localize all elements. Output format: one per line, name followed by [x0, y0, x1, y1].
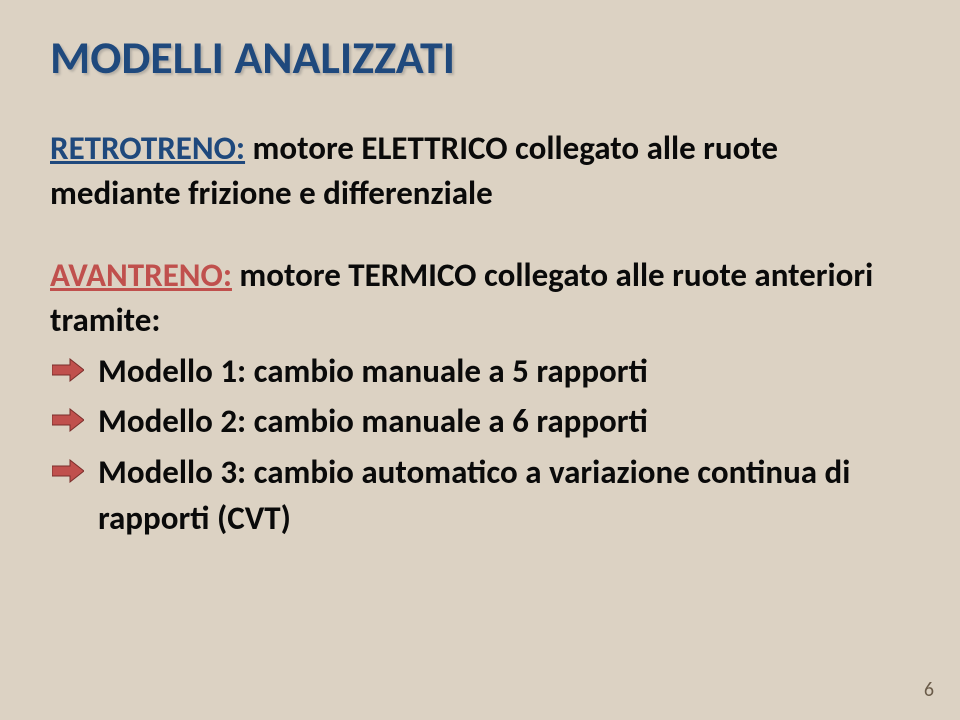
page-number: 6 [924, 678, 934, 702]
retrotreno-section: RETROTRENO: motore ELETTRICO collegato a… [50, 126, 910, 215]
list-item: Modello 3: cambio automatico a variazion… [50, 449, 910, 541]
bullet-text: Modello 1: cambio manuale a 5 rapporti [98, 351, 648, 391]
arrow-icon [52, 408, 84, 432]
list-item: Modello 2: cambio manuale a 6 rapporti [50, 398, 910, 444]
avantreno-section: AVANTRENO: motore TERMICO collegato alle… [50, 253, 910, 342]
bullet-text: Modello 2: cambio manuale a 6 rapporti [98, 401, 648, 441]
arrow-icon [52, 358, 84, 382]
bullet-text: Modello 3: cambio automatico a variazion… [98, 452, 850, 538]
bullet-list: Modello 1: cambio manuale a 5 rapporti M… [50, 348, 910, 541]
arrow-icon [52, 459, 84, 483]
slide-title: MODELLI ANALIZZATI [50, 30, 910, 86]
retrotreno-label: RETROTRENO: [50, 128, 245, 168]
avantreno-label: AVANTRENO: [50, 255, 232, 295]
list-item: Modello 1: cambio manuale a 5 rapporti [50, 348, 910, 394]
slide: MODELLI ANALIZZATI RETROTRENO: motore EL… [0, 0, 960, 720]
